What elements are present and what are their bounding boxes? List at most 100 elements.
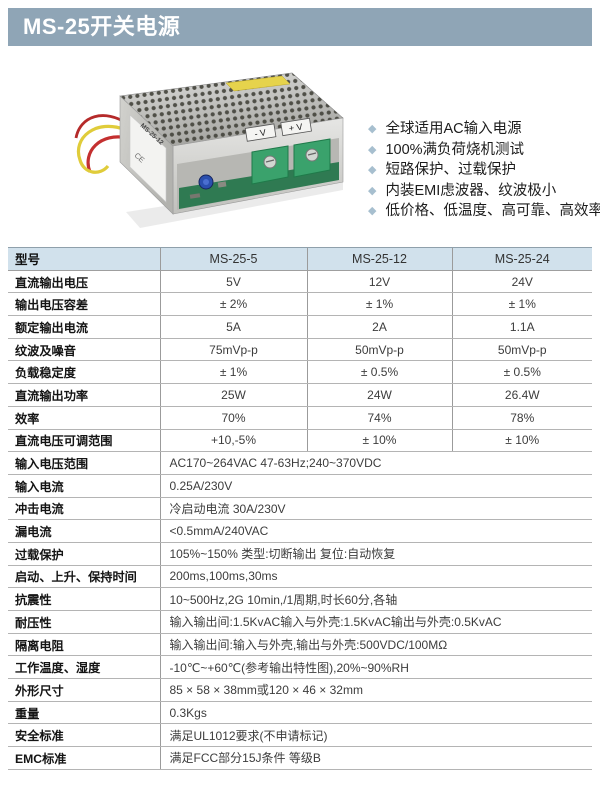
spec-row: 纹波及噪音 75mVp-p 50mVp-p 50mVp-p xyxy=(8,338,592,362)
spec-row: 抗震性 10~500Hz,2G 10min,/1周期,时长60分,各轴 xyxy=(8,587,592,611)
spec-row: 漏电流 <0.5mmA/240VAC xyxy=(8,519,592,543)
spec-value: ± 1% xyxy=(451,292,592,317)
diamond-bullet-icon: ◆ xyxy=(368,164,377,176)
spec-value: 50mVp-p xyxy=(306,338,452,362)
spec-label: 效率 xyxy=(8,406,160,430)
spec-value-span: 0.25A/230V xyxy=(159,474,592,498)
spec-value: 78% xyxy=(451,406,592,430)
spec-label: 输出电压容差 xyxy=(8,292,160,317)
spec-label: 负载稳定度 xyxy=(8,360,160,385)
diamond-bullet-icon: ◆ xyxy=(368,205,377,217)
spec-value-span: 输入输出间:输入与外壳,输出与外壳:500VDC/100MΩ xyxy=(159,633,592,657)
spec-label: 输入电压范围 xyxy=(8,451,160,475)
spec-label: 直流电压可调范围 xyxy=(8,429,160,453)
spec-value: 74% xyxy=(306,406,452,430)
spec-value: ± 2% xyxy=(159,292,307,317)
spec-value: 26.4W xyxy=(451,383,592,407)
spec-label: 安全标准 xyxy=(8,723,160,748)
psu-polarity-labels: - V + V xyxy=(244,117,312,142)
spec-value: +10,-5% xyxy=(159,429,307,453)
spec-label: 过载保护 xyxy=(8,542,160,566)
spec-row: 外形尺寸 85 × 58 × 38mm或120 × 46 × 32mm xyxy=(8,678,592,702)
spec-value-span: 冷启动电流 30A/230V xyxy=(159,497,592,521)
page-title: MS-25开关电源 xyxy=(23,14,181,39)
spec-value: 5A xyxy=(159,315,307,339)
spec-label: 冲击电流 xyxy=(8,497,160,521)
spec-value-span: 满足FCC部分15J条件 等级B xyxy=(159,746,592,770)
feature-text: 100%满负荷烧机测试 xyxy=(385,141,525,158)
spec-row: 额定输出电流 5A 2A 1.1A xyxy=(8,315,592,339)
feature-item: ◆ 内装EMI虑波器、纹波极小 xyxy=(368,182,600,203)
spec-row: 过载保护 105%~150% 类型:切断输出 复位:自动恢复 xyxy=(8,542,592,566)
product-hero: - V + V MS-25-12 CE ◆ 全球适用AC输入电源 ◆ 100%满负荷烧… xyxy=(0,46,600,247)
spec-value: ± 1% xyxy=(159,360,307,385)
spec-row: EMC标准 满足FCC部分15J条件 等级B xyxy=(8,746,592,770)
spec-label: 额定输出电流 xyxy=(8,315,160,339)
feature-list: ◆ 全球适用AC输入电源 ◆ 100%满负荷烧机测试 ◆ 短路保护、过载保护 ◆ 内装EMI虑… xyxy=(368,120,600,223)
product-photo: - V + V MS-25-12 CE xyxy=(74,72,344,228)
diamond-bullet-icon: ◆ xyxy=(368,123,377,135)
spec-row: 耐压性 输入输出间:1.5KvAC输入与外壳:1.5KvAC输出与外壳:0.5Kv… xyxy=(8,610,592,634)
spec-label: 漏电流 xyxy=(8,519,160,543)
diamond-bullet-icon: ◆ xyxy=(368,184,377,197)
spec-value-span: 输入输出间:1.5KvAC输入与外壳:1.5KvAC输出与外壳:0.5KvAC xyxy=(159,610,592,634)
spec-label: 隔离电阻 xyxy=(8,633,160,657)
feature-item: ◆ 低价格、低温度、高可靠、高效率 xyxy=(368,202,600,223)
spec-row: 效率 70% 74% 78% xyxy=(8,406,592,430)
spec-header-ms-25-12: MS-25-12 xyxy=(306,247,452,271)
spec-row: 直流电压可调范围 +10,-5% ± 10% ± 10% xyxy=(8,429,592,453)
spec-label: 纹波及噪音 xyxy=(8,338,160,362)
spec-label: 外形尺寸 xyxy=(8,678,160,702)
psu-terminal-block xyxy=(251,138,331,185)
spec-header-model-label: 型号 xyxy=(8,247,160,271)
feature-text: 内装EMI虑波器、纹波极小 xyxy=(385,182,557,199)
spec-header-ms-25-5: MS-25-5 xyxy=(159,247,307,271)
spec-value-span: 0.3Kgs xyxy=(159,701,592,725)
spec-value: 50mVp-p xyxy=(451,338,592,362)
spec-value: ± 0.5% xyxy=(306,360,452,385)
feature-item: ◆ 全球适用AC输入电源 xyxy=(368,120,600,141)
spec-value: 2A xyxy=(306,315,452,339)
feature-text: 短路保护、过载保护 xyxy=(385,162,516,178)
spec-value-span: 85 × 58 × 38mm或120 × 46 × 32mm xyxy=(159,678,592,702)
spec-table: 型号 MS-25-5 MS-25-12 MS-25-24 直流输出电压 5V 12V… xyxy=(8,247,592,770)
spec-value-span: <0.5mmA/240VAC xyxy=(159,519,592,543)
spec-value-span: 10~500Hz,2G 10min,/1周期,时长60分,各轴 xyxy=(159,587,592,611)
neg-terminal-label: - V xyxy=(254,127,267,139)
spec-row: 隔离电阻 输入输出间:输入与外壳,输出与外壳:500VDC/100MΩ xyxy=(8,633,592,657)
spec-row: 冲击电流 冷启动电流 30A/230V xyxy=(8,497,592,521)
spec-label: 启动、上升、保持时间 xyxy=(8,565,160,589)
spec-header-row: 型号 MS-25-5 MS-25-12 MS-25-24 xyxy=(8,247,592,271)
spec-label: 直流输出电压 xyxy=(8,270,160,294)
spec-row: 重量 0.3Kgs xyxy=(8,701,592,725)
spec-value-span: 200ms,100ms,30ms xyxy=(159,565,592,589)
feature-item: ◆ 100%满负荷烧机测试 xyxy=(368,141,600,162)
spec-value-span: 105%~150% 类型:切断输出 复位:自动恢复 xyxy=(159,542,592,566)
feature-item: ◆ 短路保护、过载保护 xyxy=(368,161,600,182)
feature-text: 全球适用AC输入电源 xyxy=(385,121,522,137)
psu-top-label xyxy=(225,75,291,92)
spec-value: ± 10% xyxy=(306,429,452,453)
spec-value: 70% xyxy=(159,406,307,430)
spec-row: 直流输出功率 25W 24W 26.4W xyxy=(8,383,592,407)
spec-label: EMC标准 xyxy=(8,746,160,770)
spec-value: 1.1A xyxy=(451,315,592,339)
spec-value: 75mVp-p xyxy=(159,338,307,362)
spec-value: ± 10% xyxy=(451,429,592,453)
spec-value-span: -10℃~+60℃(参考输出特性图),20%~90%RH xyxy=(159,655,592,680)
spec-row: 直流输出电压 5V 12V 24V xyxy=(8,270,592,294)
spec-value: 24V xyxy=(451,270,592,294)
page-title-banner: MS-25开关电源 xyxy=(8,8,592,46)
spec-row: 输入电压范围 AC170~264VAC 47-63Hz;240~370VDC xyxy=(8,451,592,475)
spec-value-span: 满足UL1012要求(不申请标记) xyxy=(159,723,592,748)
spec-header-ms-25-24: MS-25-24 xyxy=(451,247,592,271)
spec-value-span: AC170~264VAC 47-63Hz;240~370VDC xyxy=(159,451,592,475)
feature-text: 低价格、低温度、高可靠、高效率 xyxy=(385,203,600,219)
diamond-bullet-icon: ◆ xyxy=(368,143,377,156)
spec-label: 输入电流 xyxy=(8,474,160,498)
spec-value: 12V xyxy=(306,270,452,294)
spec-label: 工作温度、湿度 xyxy=(8,655,160,680)
psu-side-label: MS-25-12 CE xyxy=(129,114,167,203)
spec-table-body: 直流输出电压 5V 12V 24V 输出电压容差 ± 2% ± 1% ± 1% 额定输出电流 5A… xyxy=(8,270,592,770)
spec-row: 输入电流 0.25A/230V xyxy=(8,474,592,498)
